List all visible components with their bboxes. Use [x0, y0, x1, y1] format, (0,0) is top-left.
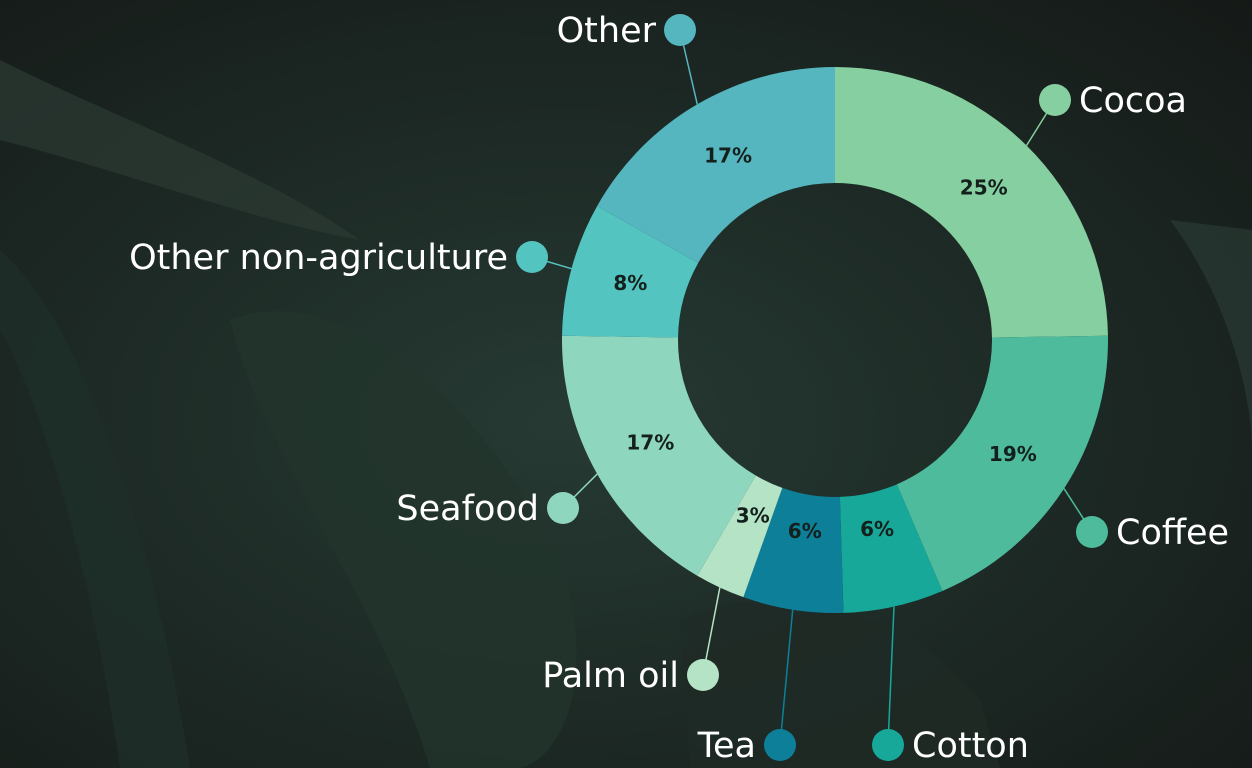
value-label: 6%	[860, 517, 894, 541]
legend-dot	[764, 729, 796, 761]
value-label: 25%	[960, 175, 1008, 199]
value-label: 6%	[788, 519, 822, 543]
category-label: Other non-agriculture	[129, 238, 508, 278]
leader-line	[779, 609, 794, 746]
category-label: Coffee	[1116, 513, 1229, 553]
category-label: Tea	[697, 726, 756, 766]
leaf	[680, 600, 1000, 768]
legend-dot	[664, 14, 696, 46]
leaf	[0, 250, 190, 768]
leaf	[230, 311, 577, 768]
leaf	[0, 60, 360, 240]
value-label: 19%	[989, 442, 1037, 466]
legend-dot	[1039, 84, 1071, 116]
legend-dot	[547, 492, 579, 524]
legend-dot	[872, 729, 904, 761]
category-label: Other	[557, 11, 657, 51]
donut-slice	[597, 67, 835, 263]
donut-slice	[697, 475, 783, 598]
donut-slice	[896, 335, 1109, 591]
donut-slice	[839, 484, 943, 613]
category-label: Cocoa	[1079, 81, 1187, 121]
leaf	[1170, 220, 1252, 450]
leader-line	[887, 606, 895, 746]
legend-dot	[516, 241, 548, 273]
value-label: 17%	[626, 431, 674, 455]
value-label: 8%	[613, 271, 647, 295]
category-label: Palm oil	[542, 656, 679, 696]
donut-slice	[743, 487, 844, 613]
legend-dot	[1076, 516, 1108, 548]
donut-slice	[835, 67, 1108, 338]
category-label: Cotton	[912, 726, 1029, 766]
donut-slice	[562, 335, 756, 576]
donut-slice	[562, 205, 699, 338]
value-label: 17%	[704, 143, 752, 167]
donut: 25% Cocoa 19% Coffee 6% Cotton 6% Tea 3% Palm oil…	[129, 11, 1229, 766]
legend-dot	[687, 659, 719, 691]
value-label: 3%	[736, 503, 770, 527]
category-label: Seafood	[396, 489, 539, 529]
